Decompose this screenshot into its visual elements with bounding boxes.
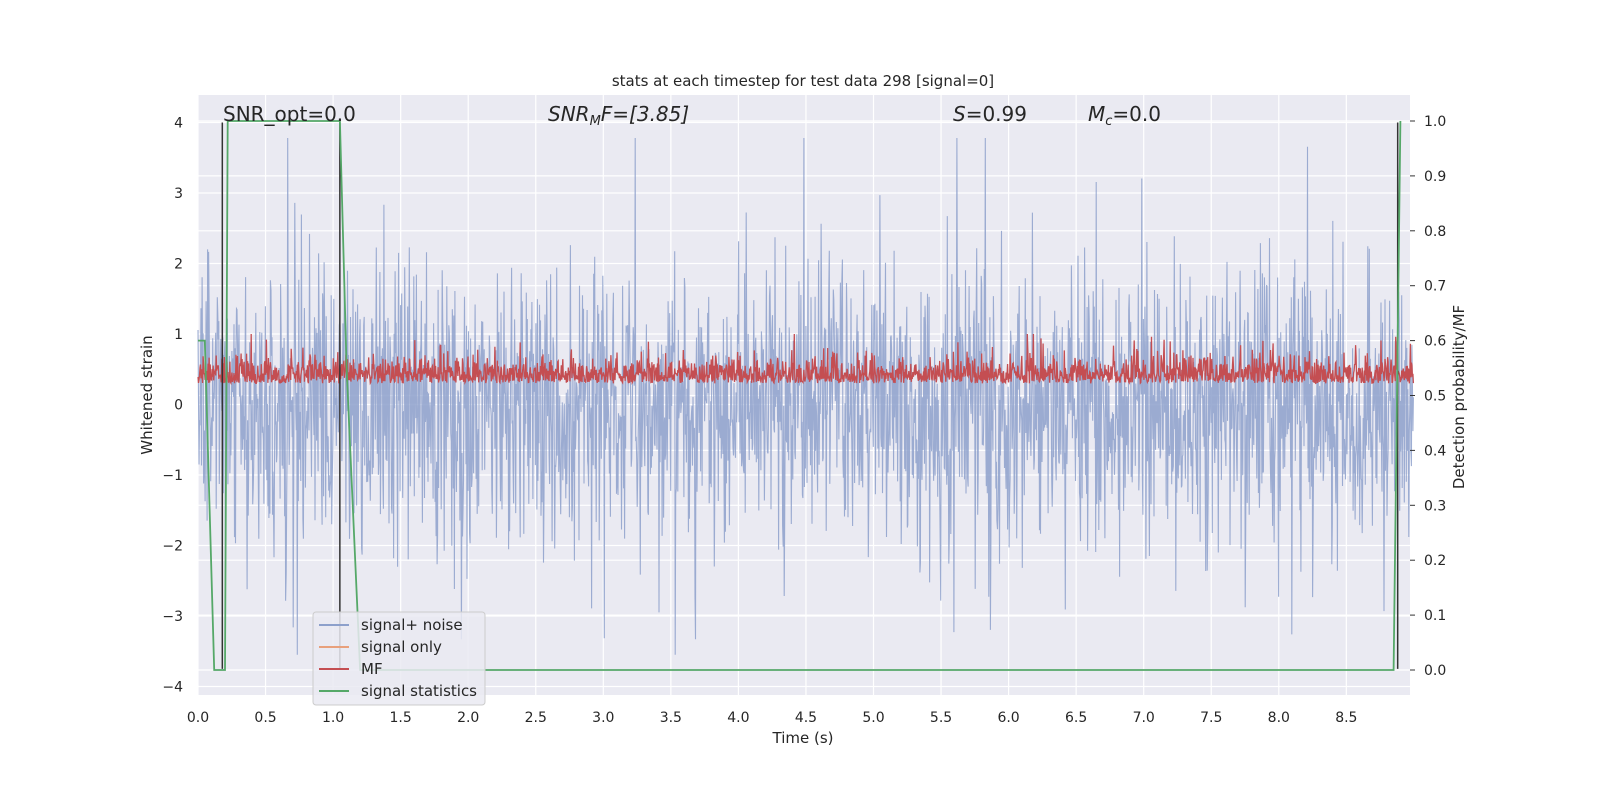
y-tick-label-right: 0.2: [1424, 553, 1446, 569]
y-tick-label: 4: [174, 116, 183, 132]
legend: signal+ noise signal only MF signal stat…: [312, 611, 486, 706]
x-tick-label: 8.0: [1268, 710, 1290, 726]
y-tick-label: 3: [174, 186, 183, 202]
y-tick-label: 2: [174, 257, 183, 273]
x-tick-label: 2.5: [525, 710, 547, 726]
y-tick-label-right: 0.3: [1424, 498, 1446, 514]
x-tick-label: 4.5: [795, 710, 817, 726]
y-tick-label-right: 0.4: [1424, 443, 1446, 459]
x-tick-label: 7.0: [1133, 710, 1155, 726]
x-tick-label: 5.0: [862, 710, 884, 726]
y-tick-label-right: 0.7: [1424, 279, 1446, 295]
x-tick-label: 8.5: [1335, 710, 1357, 726]
x-tick-label: 0.0: [187, 710, 209, 726]
y-tick-label: −1: [162, 468, 183, 484]
x-axis-label: Time (s): [772, 729, 834, 747]
y-tick-label-right: 0.5: [1424, 389, 1446, 405]
signal-noise-series: [197, 137, 1414, 655]
mf-series: [197, 333, 1415, 386]
y-tick-label-right: 0.9: [1424, 169, 1446, 185]
signal-statistics-line: [198, 120, 1402, 671]
legend-label-signal-noise: signal+ noise: [361, 616, 463, 634]
mf-line: [197, 333, 1415, 386]
x-tick-label: 0.5: [254, 710, 276, 726]
annotation-snr-opt: SNR_opt=0.0: [223, 102, 356, 126]
y-tick-label: −2: [162, 539, 183, 555]
y-tick-labels-right: 1.0 0.9 0.8 0.7 0.6 0.5 0.4 0.3 0.2 0.1 0.0: [1410, 114, 1446, 679]
x-tick-label: 1.5: [390, 710, 412, 726]
y-tick-label-right: 0.8: [1424, 224, 1446, 240]
signal-noise-line: [197, 137, 1414, 655]
legend-box: [312, 611, 486, 706]
x-tick-label: 6.0: [997, 710, 1019, 726]
x-tick-label: 4.0: [727, 710, 749, 726]
x-tick-label: 2.0: [457, 710, 479, 726]
legend-label-mf: MF: [361, 660, 383, 678]
annotation-mc: Mc=0.0: [1088, 102, 1161, 129]
annotation-s: S=0.99: [953, 102, 1027, 126]
annotation-snr-mf: SNRMF=[3.85]: [548, 102, 689, 129]
y-tick-label: −4: [162, 680, 183, 696]
legend-label-signal-only: signal only: [361, 638, 442, 656]
x-tick-label: 1.0: [322, 710, 344, 726]
y-axis-label-left: Whitened strain: [138, 335, 156, 454]
y-axis-label-right: Detection probability/MF: [1450, 305, 1468, 489]
y-tick-label-right: 0.6: [1424, 334, 1446, 350]
y-tick-label: −3: [162, 609, 183, 625]
x-tick-label: 3.0: [592, 710, 614, 726]
x-tick-label: 3.5: [660, 710, 682, 726]
y-tick-label-right: 0.0: [1424, 663, 1446, 679]
y-tick-label: 1: [174, 327, 183, 343]
chart-title: stats at each timestep for test data 298…: [612, 72, 994, 90]
x-tick-label: 7.5: [1200, 710, 1222, 726]
y-tick-label-right: 1.0: [1424, 114, 1446, 130]
legend-label-signal-statistics: signal statistics: [361, 682, 477, 700]
x-tick-label: 5.5: [930, 710, 952, 726]
y-tick-label-right: 0.1: [1424, 608, 1446, 624]
x-tick-labels: 0.0 0.5 1.0 1.5 2.0 2.5 3.0 3.5 4.0 4.5 5.0 5.5 6.0 6…: [187, 710, 1358, 726]
signal-statistics-series: [198, 120, 1402, 671]
x-tick-label: 6.5: [1065, 710, 1087, 726]
y-tick-labels-left: 4 3 2 1 0 −1 −2 −3 −4: [162, 116, 183, 696]
y-tick-label: 0: [174, 398, 183, 414]
